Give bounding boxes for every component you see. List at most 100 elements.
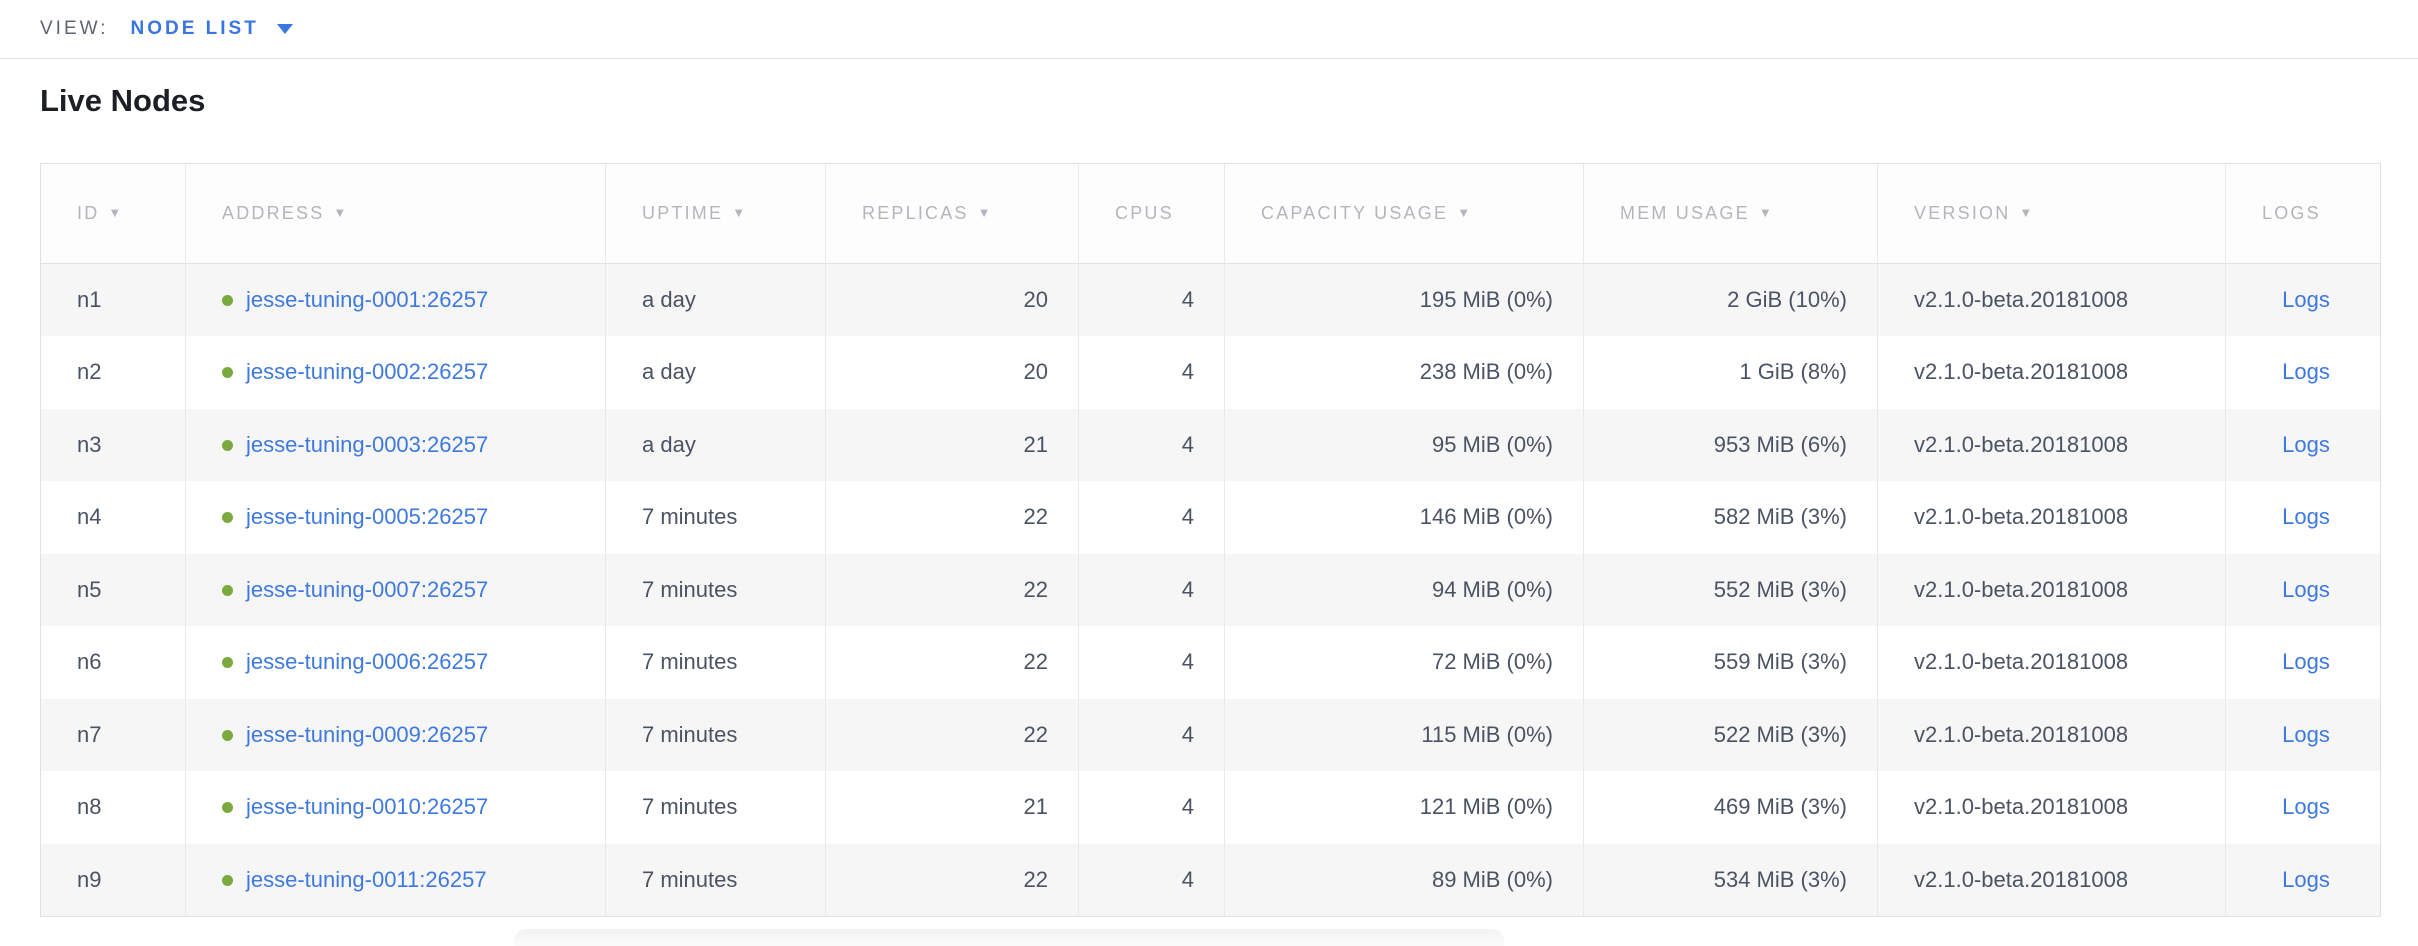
address-cell: jesse-tuning-0010:26257 [185, 771, 606, 844]
sort-desc-icon: ▼ [1457, 205, 1473, 220]
view-selector-dropdown[interactable]: NODE LIST [131, 18, 293, 40]
header-label: CPUS [1115, 203, 1174, 223]
cpus-cell: 4 [1078, 263, 1225, 336]
live-status-dot-icon [222, 874, 233, 886]
live-status-dot-icon [222, 367, 233, 379]
address-link[interactable]: jesse-tuning-0006:26257 [246, 649, 489, 675]
node-table-body: n1 jesse-tuning-0001:26257 a day 20 4 195 MiB… [40, 263, 2381, 916]
capacity-cell: 89 MiB (0%) [1224, 843, 1584, 916]
logs-link[interactable]: Logs [2282, 431, 2330, 457]
logs-link[interactable]: Logs [2282, 721, 2330, 747]
sort-desc-icon: ▼ [732, 205, 748, 220]
id-cell: n1 [40, 263, 186, 336]
logs-cell: Logs [2225, 553, 2381, 626]
column-header-version[interactable]: VERSION ▼ [1877, 163, 2226, 264]
table-row: n9 jesse-tuning-0011:26257 7 minutes 22 4 89 … [40, 843, 2381, 916]
column-header-mem-usage[interactable]: MEM USAGE ▼ [1583, 163, 1878, 264]
table-row: n2 jesse-tuning-0002:26257 a day 20 4 238 MiB… [40, 336, 2381, 409]
capacity-cell: 238 MiB (0%) [1224, 336, 1584, 409]
column-header-capacity-usage[interactable]: CAPACITY USAGE ▼ [1224, 163, 1584, 264]
capacity-cell: 195 MiB (0%) [1224, 263, 1584, 336]
logs-link[interactable]: Logs [2282, 794, 2330, 820]
logs-link[interactable]: Logs [2282, 576, 2330, 602]
replicas-cell: 20 [825, 263, 1079, 336]
table-row: n1 jesse-tuning-0001:26257 a day 20 4 195 MiB… [40, 263, 2381, 336]
table-row: n6 jesse-tuning-0006:26257 7 minutes 22 4 72 … [40, 626, 2381, 699]
uptime-cell: 7 minutes [605, 553, 826, 626]
version-cell: v2.1.0-beta.20181008 [1877, 843, 2226, 916]
live-status-dot-icon [222, 657, 233, 669]
address-link[interactable]: jesse-tuning-0011:26257 [246, 866, 487, 892]
logs-cell: Logs [2225, 698, 2381, 771]
logs-link[interactable]: Logs [2282, 866, 2330, 892]
address-link[interactable]: jesse-tuning-0007:26257 [246, 576, 489, 602]
version-cell: v2.1.0-beta.20181008 [1877, 481, 2226, 554]
mem-cell: 534 MiB (3%) [1583, 843, 1878, 916]
mem-cell: 1 GiB (8%) [1583, 336, 1878, 409]
view-selected-value: NODE LIST [130, 18, 259, 39]
column-header-logs: LOGS [2225, 163, 2381, 264]
address-link[interactable]: jesse-tuning-0005:26257 [246, 504, 489, 530]
version-cell: v2.1.0-beta.20181008 [1877, 698, 2226, 771]
header-label: CAPACITY USAGE [1261, 203, 1449, 223]
column-header-id[interactable]: ID ▼ [40, 163, 186, 264]
replicas-cell: 20 [825, 336, 1079, 409]
column-header-replicas[interactable]: REPLICAS ▼ [825, 163, 1079, 264]
id-cell: n8 [40, 771, 186, 844]
logs-link[interactable]: Logs [2282, 287, 2330, 312]
logs-cell: Logs [2225, 771, 2381, 844]
header-label: LOGS [2262, 203, 2321, 223]
cpus-cell: 4 [1078, 481, 1225, 554]
table-row: n3 jesse-tuning-0003:26257 a day 21 4 95 MiB … [40, 408, 2381, 481]
address-cell: jesse-tuning-0007:26257 [185, 553, 606, 626]
replicas-cell: 22 [825, 698, 1079, 771]
mem-cell: 552 MiB (3%) [1583, 553, 1878, 626]
version-cell: v2.1.0-beta.20181008 [1877, 553, 2226, 626]
version-cell: v2.1.0-beta.20181008 [1877, 336, 2226, 409]
address-link[interactable]: jesse-tuning-0003:26257 [246, 431, 489, 457]
address-link[interactable]: jesse-tuning-0010:26257 [246, 794, 489, 820]
column-header-uptime[interactable]: UPTIME ▼ [605, 163, 826, 264]
logs-cell: Logs [2225, 626, 2381, 699]
column-header-address[interactable]: ADDRESS ▼ [185, 163, 606, 264]
id-cell: n4 [40, 481, 186, 554]
header-label: ID [77, 203, 100, 223]
capacity-cell: 115 MiB (0%) [1224, 698, 1584, 771]
address-link[interactable]: jesse-tuning-0002:26257 [246, 359, 489, 385]
replicas-cell: 22 [825, 481, 1079, 554]
id-cell: n7 [40, 698, 186, 771]
replicas-cell: 22 [825, 553, 1079, 626]
logs-link[interactable]: Logs [2282, 649, 2330, 675]
address-cell: jesse-tuning-0003:26257 [185, 408, 606, 481]
replicas-cell: 21 [825, 771, 1079, 844]
sort-desc-icon: ▼ [1758, 205, 1774, 220]
sort-desc-icon: ▼ [333, 205, 349, 220]
logs-link[interactable]: Logs [2282, 504, 2330, 530]
live-status-dot-icon [222, 729, 233, 741]
address-link[interactable]: jesse-tuning-0001:26257 [246, 287, 489, 312]
table-header: ID ▼ ADDRESS ▼ UPTIME ▼ REPLICAS ▼ CPUS CAPA… [40, 163, 2381, 264]
table-row: n5 jesse-tuning-0007:26257 7 minutes 22 4 94 … [40, 553, 2381, 626]
version-cell: v2.1.0-beta.20181008 [1877, 263, 2226, 336]
cpus-cell: 4 [1078, 626, 1225, 699]
column-header-cpus: CPUS [1078, 163, 1225, 264]
address-cell: jesse-tuning-0002:26257 [185, 336, 606, 409]
below-fold-card-top [514, 929, 1504, 946]
uptime-cell: 7 minutes [605, 698, 826, 771]
header-label: REPLICAS [862, 203, 969, 223]
view-bar: VIEW: NODE LIST [0, 0, 2418, 59]
header-row: ID ▼ ADDRESS ▼ UPTIME ▼ REPLICAS ▼ CPUS CAPA… [40, 163, 2381, 264]
live-status-dot-icon [222, 295, 233, 306]
logs-link[interactable]: Logs [2282, 359, 2330, 385]
address-cell: jesse-tuning-0006:26257 [185, 626, 606, 699]
mem-cell: 582 MiB (3%) [1583, 481, 1878, 554]
uptime-cell: a day [605, 263, 826, 336]
view-label: VIEW: [40, 18, 109, 39]
cpus-cell: 4 [1078, 843, 1225, 916]
logs-cell: Logs [2225, 843, 2381, 916]
header-label: ADDRESS [222, 203, 325, 223]
id-cell: n9 [40, 843, 186, 916]
cpus-cell: 4 [1078, 553, 1225, 626]
address-link[interactable]: jesse-tuning-0009:26257 [246, 721, 489, 747]
id-cell: n5 [40, 553, 186, 626]
